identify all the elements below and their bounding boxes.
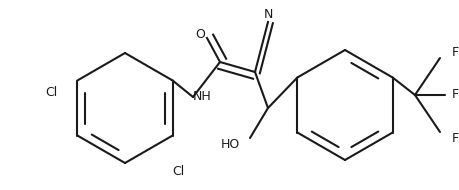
Text: NH: NH: [193, 90, 211, 104]
Text: F: F: [451, 131, 458, 145]
Text: F: F: [451, 45, 458, 59]
Text: F: F: [451, 89, 458, 101]
Text: Cl: Cl: [45, 86, 58, 100]
Text: N: N: [263, 9, 272, 21]
Text: O: O: [195, 28, 205, 41]
Text: HO: HO: [220, 139, 240, 151]
Text: Cl: Cl: [172, 165, 184, 178]
